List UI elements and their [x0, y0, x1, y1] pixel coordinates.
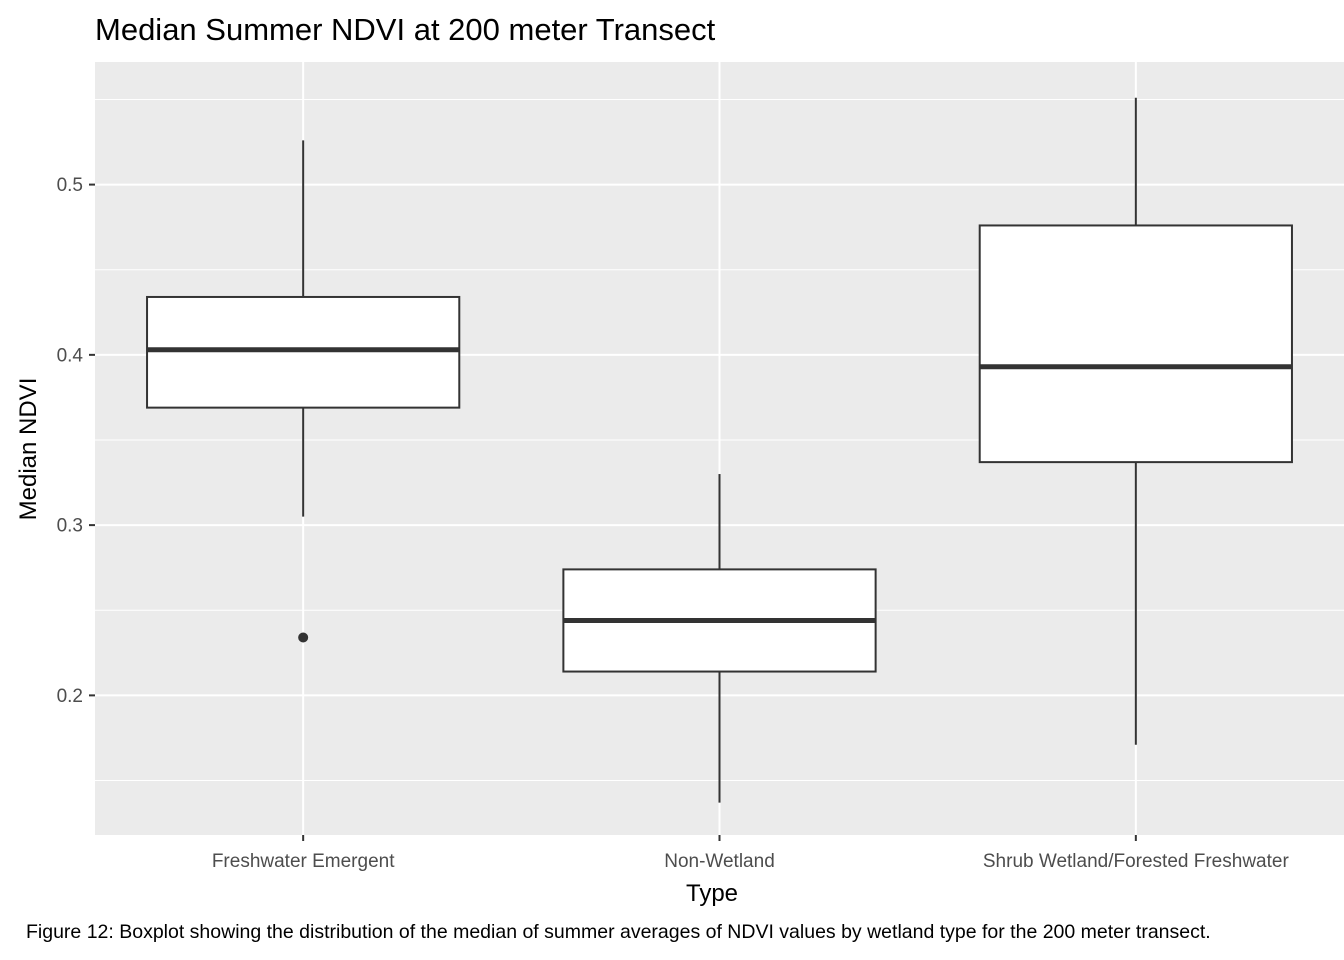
boxplot-chart: Median Summer NDVI at 200 meter Transect…: [15, 12, 1344, 907]
x-tick-label: Shrub Wetland/Forested Freshwater: [983, 851, 1290, 872]
y-tick-label: 0.4: [57, 345, 84, 366]
box-iqr: [978, 224, 1293, 464]
x-tick-label: Freshwater Emergent: [212, 851, 395, 872]
box-3: [978, 97, 1293, 745]
box-1: [146, 140, 461, 643]
y-tick-label: 0.3: [57, 516, 83, 537]
y-tick-label: 0.5: [57, 175, 83, 196]
x-tick-label: Non-Wetland: [664, 851, 775, 872]
outlier-point: [298, 632, 309, 643]
x-axis-title: Type: [686, 880, 738, 907]
y-tick-label: 0.2: [57, 686, 83, 707]
chart-title: Median Summer NDVI at 200 meter Transect: [95, 12, 716, 47]
boxes: [146, 97, 1293, 803]
box-2: [562, 474, 877, 803]
y-axis-title: Median NDVI: [15, 378, 42, 521]
figure-caption: Figure 12: Boxplot showing the distribut…: [26, 921, 1211, 943]
box-iqr: [146, 295, 461, 409]
axes: 0.2 0.3 0.4 0.5 Freshwater Emergent Non-Wetla…: [57, 175, 1290, 872]
